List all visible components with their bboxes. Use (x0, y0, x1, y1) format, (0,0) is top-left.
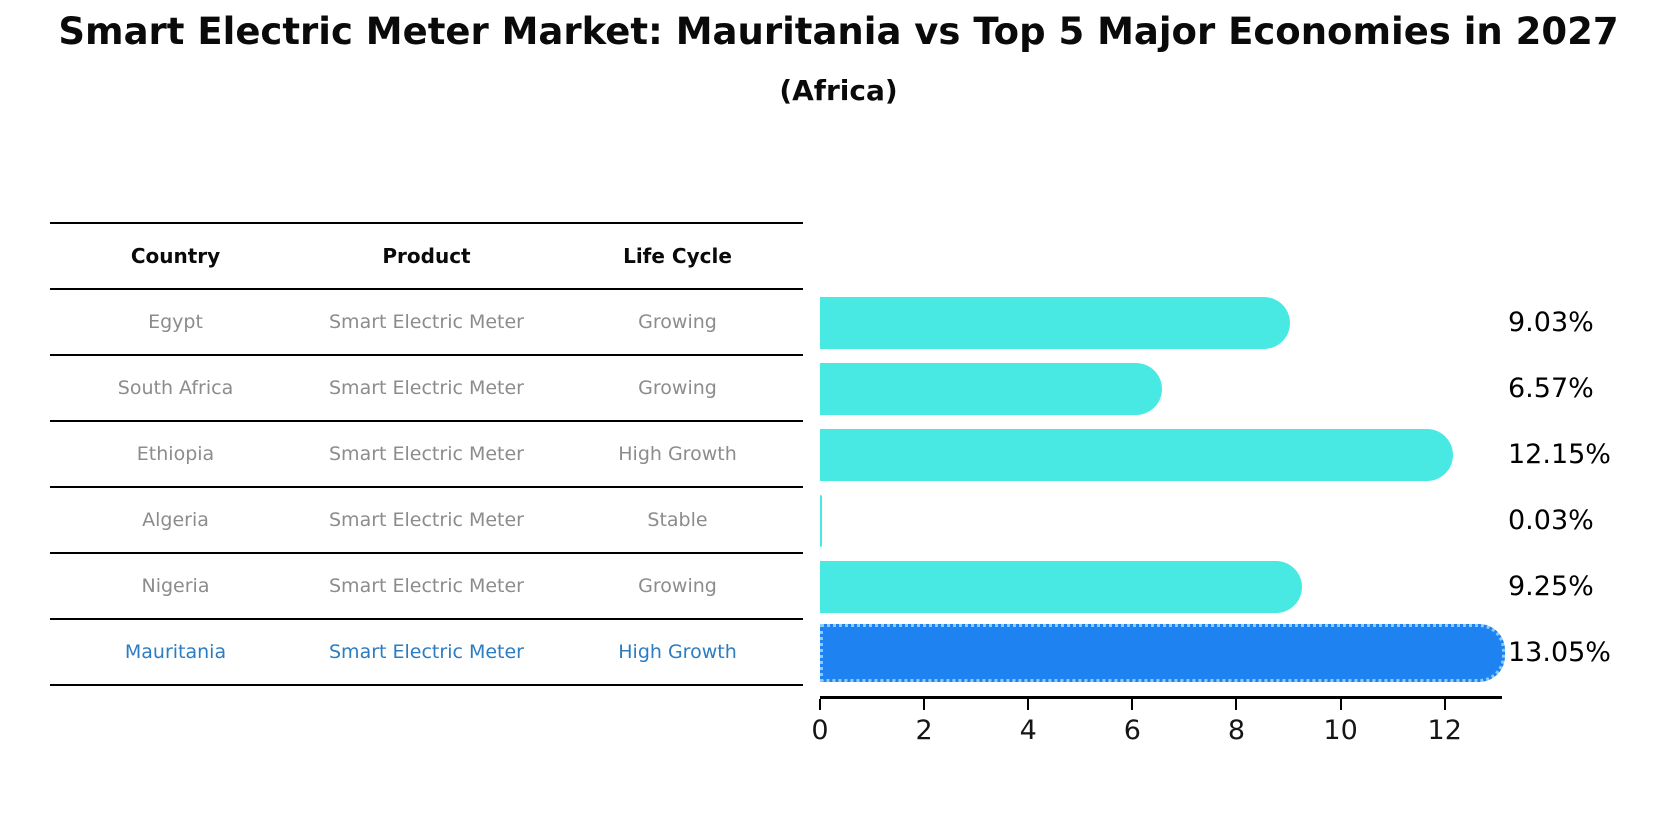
column-header-life-cycle: Life Cycle (623, 244, 732, 268)
x-axis-tick-label: 6 (1123, 715, 1141, 746)
x-axis-tick (1339, 699, 1342, 710)
bar-row: 9.25% (820, 554, 1677, 620)
value-label: 6.57% (1508, 373, 1594, 404)
x-axis-tick (1443, 699, 1446, 710)
x-axis-tick (1131, 699, 1134, 710)
x-axis: 0 2 4 6 8 10 12 (811, 696, 1502, 746)
bar-mauritania (820, 624, 1506, 682)
value-label: 12.15% (1508, 439, 1611, 470)
column-header-country: Country (130, 244, 221, 268)
cell-life-cycle: High Growth (618, 641, 737, 663)
bar-chart: 9.03% 6.57% 12.15% 0.03% 9.25% 13.05% 0 2… (811, 222, 1677, 782)
x-axis-tick (1235, 699, 1238, 710)
cell-life-cycle: Growing (638, 575, 717, 597)
table-row: Egypt Smart Electric Meter Growing (50, 290, 803, 356)
cell-product: Smart Electric Meter (329, 443, 524, 465)
x-axis-tick-label: 0 (811, 715, 829, 746)
table-row: South Africa Smart Electric Meter Growin… (50, 356, 803, 422)
bar-algeria (820, 495, 822, 547)
page-subtitle: (Africa) (779, 74, 898, 107)
table-header-row: Country Product Life Cycle (50, 222, 803, 290)
cell-country: Egypt (148, 311, 203, 333)
x-axis-tick (1027, 699, 1030, 710)
cell-product: Smart Electric Meter (329, 641, 524, 663)
bar-nigeria (820, 561, 1302, 613)
x-axis-tick-label: 10 (1323, 715, 1358, 746)
cell-life-cycle: Stable (647, 509, 708, 531)
cell-country: South Africa (117, 377, 234, 399)
x-axis-tick-label: 4 (1019, 715, 1037, 746)
bar-ethiopia (820, 429, 1453, 481)
x-axis-tick (923, 699, 926, 710)
table-row: Algeria Smart Electric Meter Stable (50, 488, 803, 554)
cell-life-cycle: High Growth (618, 443, 737, 465)
x-axis-tick-label: 12 (1427, 715, 1462, 746)
value-label: 0.03% (1508, 505, 1594, 536)
bar-row: 13.05% (820, 620, 1677, 686)
cell-product: Smart Electric Meter (329, 311, 524, 333)
country-table: Country Product Life Cycle Egypt Smart E… (50, 222, 803, 686)
bar-row: 9.03% (820, 290, 1677, 356)
cell-life-cycle: Growing (638, 377, 717, 399)
value-label: 13.05% (1508, 637, 1611, 668)
x-axis-tick-label: 8 (1227, 715, 1246, 746)
page-title: Smart Electric Meter Market: Mauritania … (58, 10, 1619, 53)
column-header-product: Product (382, 244, 471, 268)
cell-country: Ethiopia (136, 443, 215, 465)
cell-product: Smart Electric Meter (329, 377, 524, 399)
cell-product: Smart Electric Meter (329, 509, 524, 531)
cell-country: Mauritania (124, 641, 227, 663)
table-row: Ethiopia Smart Electric Meter High Growt… (50, 422, 803, 488)
cell-life-cycle: Growing (638, 311, 717, 333)
cell-product: Smart Electric Meter (329, 575, 524, 597)
cell-country: Algeria (142, 509, 209, 531)
cell-country: Nigeria (141, 575, 210, 597)
x-axis-tick (819, 699, 821, 710)
bar-row: 12.15% (820, 422, 1677, 488)
value-label: 9.03% (1508, 307, 1594, 338)
bar-south-africa (820, 363, 1163, 415)
bar-egypt (820, 297, 1291, 349)
bar-row: 0.03% (820, 488, 1677, 554)
value-label: 9.25% (1508, 571, 1594, 602)
bar-row: 6.57% (820, 356, 1677, 422)
table-row: Mauritania Smart Electric Meter High Gro… (50, 620, 803, 686)
x-axis-tick-label: 2 (915, 715, 933, 746)
table-row: Nigeria Smart Electric Meter Growing (50, 554, 803, 620)
